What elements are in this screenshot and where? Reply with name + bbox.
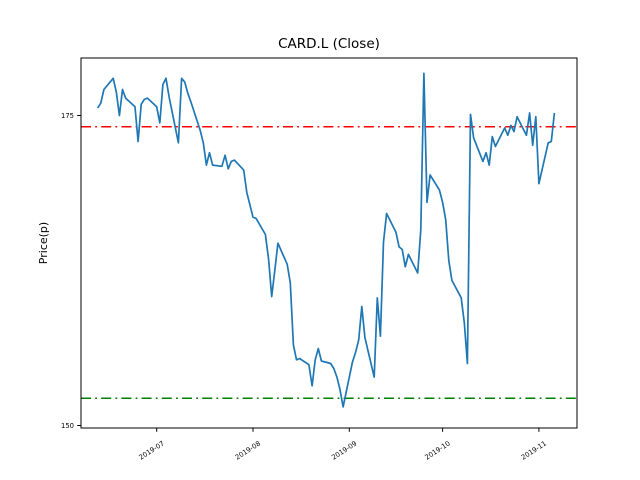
y-tick-label: 150 xyxy=(61,422,74,430)
threshold-lines xyxy=(81,125,577,399)
x-tick-label: 2019-07 xyxy=(138,439,166,461)
x-tick-label: 2019-11 xyxy=(520,439,548,461)
plot-border xyxy=(80,57,578,429)
y-axis-label: Price(p) xyxy=(37,222,50,264)
chart-title: CARD.L (Close) xyxy=(278,36,380,52)
close-price-line xyxy=(96,72,556,408)
x-tick-label: 2019-09 xyxy=(330,439,358,461)
y-tick-label: 175 xyxy=(61,112,74,120)
price-series xyxy=(96,72,556,408)
x-tick-label: 2019-10 xyxy=(424,439,452,461)
x-axis-ticks: 2019-07 2019-08 2019-09 2019-10 2019-11 xyxy=(138,428,548,462)
y-axis-ticks: 150 175 xyxy=(61,112,81,430)
x-tick-label: 2019-08 xyxy=(234,439,262,461)
